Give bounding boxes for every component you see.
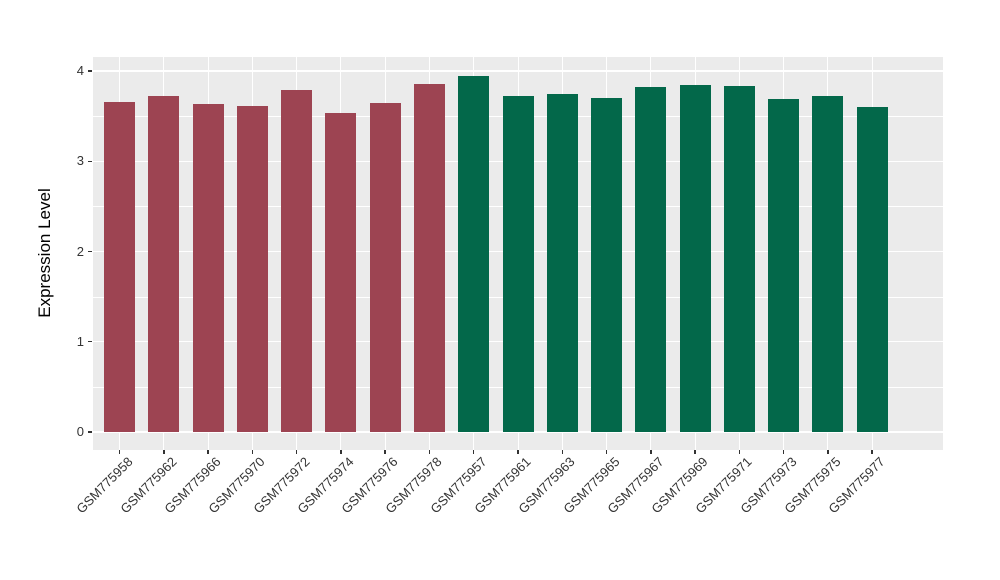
y-tick-0 [88, 431, 92, 433]
bar-GSM775963 [546, 94, 578, 432]
bar-GSM775965 [591, 98, 623, 432]
bar-GSM775972 [281, 89, 313, 432]
y-tick-label-2: 2 [76, 243, 84, 259]
bar-GSM775978 [413, 83, 445, 432]
x-tick-GSM775975 [827, 450, 829, 454]
x-tick-GSM775965 [605, 450, 608, 454]
x-tick-GSM775976 [384, 450, 386, 454]
y-tick-1 [88, 341, 92, 343]
bar-GSM775971 [723, 86, 755, 432]
x-tick-GSM775972 [295, 450, 298, 454]
y-tick-label-3: 3 [76, 153, 84, 169]
bar-GSM775961 [502, 96, 534, 432]
bar-GSM775973 [768, 98, 800, 432]
bar-GSM775967 [635, 87, 667, 432]
bar-GSM775974 [325, 112, 357, 432]
bar-GSM775957 [458, 76, 490, 432]
y-tick-2 [88, 250, 92, 253]
y-tick-label-0: 0 [76, 424, 84, 439]
x-tick-GSM775973 [782, 450, 785, 454]
bar-GSM775966 [192, 103, 224, 432]
x-tick-GSM775974 [340, 450, 342, 454]
x-tick-GSM775969 [694, 450, 696, 454]
bar-GSM775970 [236, 106, 268, 432]
x-tick-GSM775957 [473, 450, 475, 454]
y-tick-label-4: 4 [76, 63, 84, 78]
bar-GSM775969 [679, 84, 711, 432]
bar-GSM775977 [856, 107, 888, 432]
bar-GSM775976 [369, 102, 401, 432]
x-tick-GSM775963 [561, 450, 563, 454]
y-tick-label-1: 1 [76, 333, 84, 349]
y-tick-3 [88, 160, 92, 162]
bar-GSM775962 [148, 96, 180, 432]
x-tick-GSM775971 [738, 450, 741, 454]
plot-panel [93, 57, 943, 450]
bar-GSM775958 [104, 101, 136, 432]
bar-GSM775975 [812, 96, 844, 432]
x-tick-GSM775958 [118, 450, 121, 454]
x-tick-GSM775966 [207, 450, 209, 454]
y-tick-4 [88, 70, 92, 72]
x-tick-GSM775978 [428, 450, 431, 454]
x-tick-GSM775970 [251, 450, 254, 454]
x-tick-GSM775977 [871, 450, 873, 454]
x-tick-GSM775962 [163, 450, 165, 454]
x-tick-GSM775967 [650, 450, 652, 454]
x-tick-GSM775961 [517, 450, 519, 454]
